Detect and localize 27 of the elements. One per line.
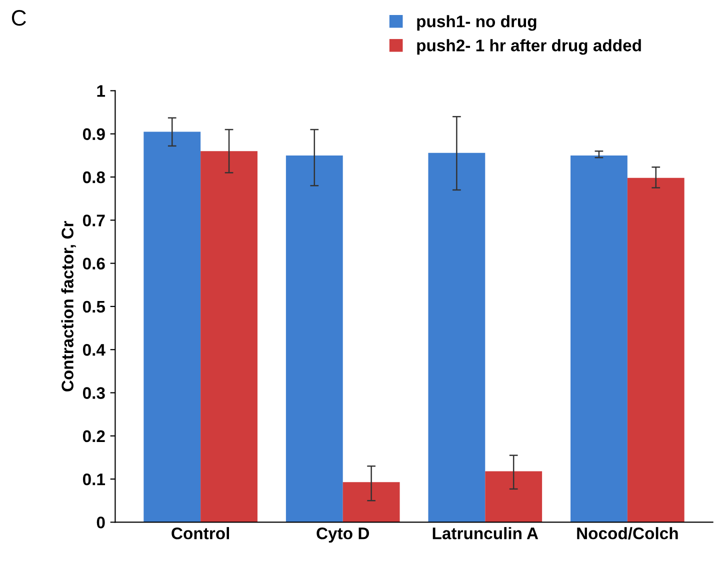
bar [485,471,542,522]
bar [200,151,258,522]
y-tick-label: 1 [97,85,106,97]
bar [144,132,201,522]
legend-label: push1- no drug [417,15,536,31]
y-tick-label: 0.7 [82,214,105,226]
bar [286,155,343,522]
y-tick-label: 0.8 [82,171,105,184]
y-tick-label: 0.1 [82,473,106,486]
x-tick-label: Nocod/Colch [577,527,678,540]
y-tick-label: 0.6 [82,258,105,270]
y-tick-label: 0.3 [82,387,105,399]
y-tick-label: 0 [96,516,105,528]
y-tick-label: 0.9 [82,128,105,140]
bar [342,482,400,522]
y-tick-label: 0.4 [82,344,106,356]
y-tick-label: 0.2 [82,430,105,442]
bar [428,152,486,522]
x-tick-label: Control [172,527,230,540]
x-tick-label: Cyto D [316,528,370,543]
y-axis-title: Contraction factor, Cr [61,221,76,392]
y-tick-label: 0.5 [82,300,106,313]
bar [627,178,684,522]
bar [570,155,628,522]
legend-label: push2- 1 hr after drug added [417,39,641,55]
x-tick-label: Latrunculin A [432,527,538,540]
text: C [12,10,26,26]
